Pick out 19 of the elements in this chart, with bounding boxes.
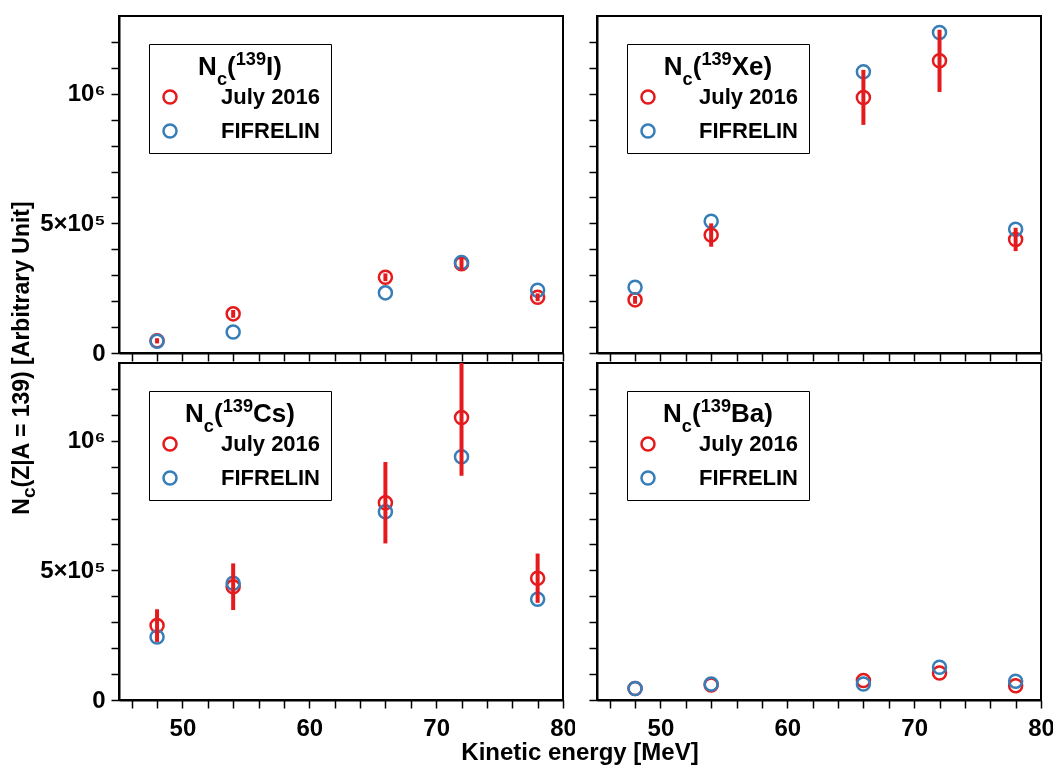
x-axis-title: Kinetic energy [MeV] [461,738,699,766]
y-tick-label: 0 [92,685,106,713]
x-tick-label: 60 [296,713,324,741]
x-tick-label: 70 [423,713,450,741]
y-tick-label: 10⁶ [67,426,106,454]
legend-label: FIFRELIN [699,118,798,143]
x-tick-label: 80 [550,713,577,741]
y-tick-label: 0 [92,338,106,366]
y-tick-label: 5×10⁵ [40,208,106,236]
legend-label: FIFRELIN [221,118,320,143]
x-tick-label: 70 [901,713,928,741]
y-tick-label: 10⁶ [67,79,106,107]
x-tick-label: 50 [169,713,197,741]
legend-label: FIFRELIN [699,465,798,490]
y-tick-label: 5×10⁵ [40,555,106,583]
x-tick-label: 50 [647,713,675,741]
x-tick-label: 80 [1028,713,1054,741]
x-tick-label: 60 [774,713,802,741]
legend-label: FIFRELIN [221,465,320,490]
